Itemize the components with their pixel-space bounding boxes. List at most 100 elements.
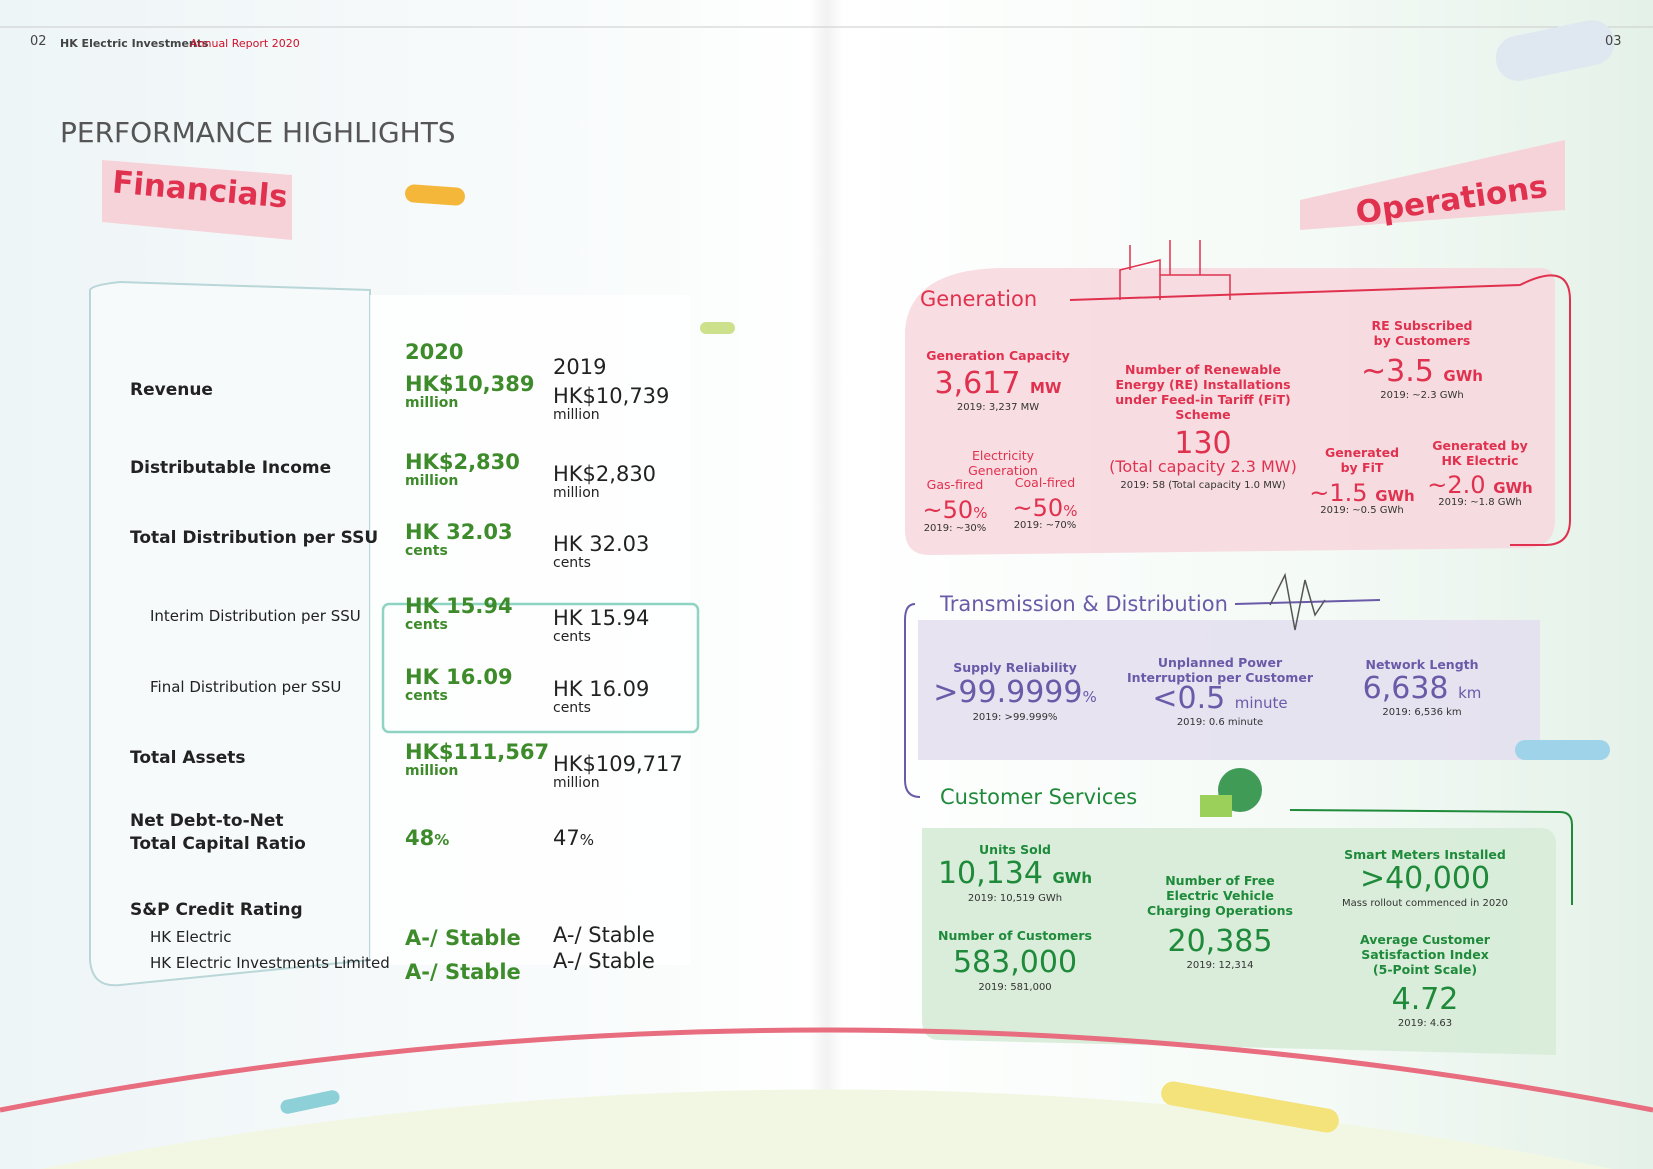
stat-note: 2019: ~30% [923, 523, 987, 534]
value-2020: A-/ Stable [405, 960, 521, 984]
value-2019: HK$109,717 million [553, 752, 683, 790]
stat-note: Mass rollout commenced in 2020 [1342, 898, 1508, 909]
floor [40, 1089, 1613, 1169]
value-2020: HK 32.03 cents [405, 520, 513, 558]
row-label: Final Distribution per SSU [150, 678, 342, 696]
stat-value: 6,638 [1362, 671, 1449, 706]
stat-note: 2019: 3,237 MW [956, 402, 1040, 413]
transmission-line [904, 599, 1381, 798]
stat-value: ~50 [1012, 494, 1064, 522]
value-2020: HK 16.09 cents [405, 665, 513, 703]
row-label: HK Electric Investments Limited [150, 954, 390, 972]
distribution-box [381, 602, 700, 734]
row-label: Total Distribution per SSU [130, 528, 379, 548]
value: HK 15.94 [553, 606, 650, 630]
stat-unit: % [1063, 502, 1078, 520]
value-2019: HK 15.94 cents [553, 606, 649, 644]
value: HK$2,830 [405, 450, 520, 474]
stat-note: 2019: >99.999% [972, 712, 1058, 723]
row-label: Distributable Income [130, 458, 332, 478]
stat-value: >40,000 [1359, 861, 1491, 896]
stat-unit: % [1082, 688, 1097, 706]
value: HK 15.94 [405, 594, 513, 618]
unit: cents [405, 688, 448, 704]
stat-note: 2019: 581,000 [978, 982, 1052, 993]
row-label: Revenue [130, 380, 213, 400]
stat-note: 2019: 6,536 km [1382, 707, 1462, 718]
value-2020: HK$111,567 million [405, 740, 549, 778]
deco-bar [1515, 740, 1610, 760]
stat-value: <0.5 [1152, 681, 1226, 716]
unit: million [405, 473, 459, 489]
generation-line [1069, 274, 1571, 546]
transmission-panel [918, 620, 1540, 760]
stat-unit: km [1458, 684, 1482, 702]
unit: million [553, 775, 600, 791]
value: 47 [553, 826, 580, 850]
stat-label: RE Subscribed by Customers [1371, 318, 1473, 348]
stat-label: Supply Reliability [953, 660, 1077, 675]
section-heading: Customer Services [940, 785, 1138, 809]
stat-label: Electricity Generation [968, 448, 1038, 478]
stat-note: 2019: ~1.8 GWh [1438, 497, 1522, 508]
stat-unit: GWh [1443, 367, 1483, 385]
row-label: S&P Credit Rating [130, 900, 303, 920]
report-name: Annual Report 2020 [190, 37, 300, 50]
page-title: PERFORMANCE HIGHLIGHTS [60, 116, 456, 149]
value-2019: HK 32.03 cents [553, 532, 649, 570]
unit: million [405, 763, 459, 779]
stat-note: 2019: 58 (Total capacity 1.0 MW) [1120, 480, 1286, 491]
value-2020: A-/ Stable [405, 926, 521, 950]
stat-label: Generated by FiT [1324, 445, 1400, 475]
company-name: HK Electric Investments [60, 37, 209, 50]
stat-unit: GWh [1375, 487, 1415, 505]
unit: million [405, 395, 459, 411]
factory-icon [1119, 240, 1231, 300]
deco-bar [700, 322, 735, 334]
stat-label: Unplanned Power Interruption per Custome… [1127, 655, 1313, 685]
stat-value: 3,617 [934, 366, 1021, 401]
value: HK 16.09 [553, 677, 650, 701]
value: HK$2,830 [553, 462, 657, 486]
stat-label: Number of Renewable Energy (RE) Installa… [1115, 362, 1291, 422]
generation-panel [905, 268, 1555, 555]
stat-label: Coal-fired [1014, 475, 1076, 490]
value-2020: HK 15.94 cents [405, 594, 513, 632]
stat-value: 10,134 [937, 856, 1043, 891]
page-number: 03 [1605, 34, 1622, 49]
value-2020: HK$2,830 million [405, 450, 520, 488]
value-2020: HK$10,389 million [405, 372, 535, 410]
unit: million [553, 407, 600, 423]
stat-unit: GWh [1493, 479, 1533, 497]
value: 48 [405, 826, 435, 850]
unit: cents [553, 555, 591, 571]
column-header: 2020 [405, 340, 464, 364]
customer-line [1289, 809, 1573, 905]
pulse-icon [1269, 572, 1326, 631]
deco-bar [1495, 20, 1615, 81]
value-2019: A-/ Stable [553, 923, 655, 947]
value-2019: HK$10,739 million [553, 384, 669, 422]
value: HK$109,717 [553, 752, 683, 776]
stat-note: 2019: 4.63 [1397, 1018, 1453, 1029]
value: HK 32.03 [405, 520, 513, 544]
stat-value: ~1.5 [1309, 479, 1368, 507]
stat-note: 2019: 10,519 GWh [967, 893, 1063, 904]
stat-note: 2019: ~0.5 GWh [1320, 505, 1404, 516]
stat-label: Smart Meters Installed [1344, 847, 1506, 862]
stat-label: Average Customer Satisfaction Index (5-P… [1360, 932, 1490, 977]
column-header: 2019 [553, 355, 607, 379]
deco-bar [280, 1090, 340, 1114]
deco-bar [405, 184, 465, 206]
stat-note: 2019: ~70% [1013, 520, 1077, 531]
stat-note: 2019: 12,314 [1186, 960, 1254, 971]
unit: million [553, 485, 600, 501]
unit: cents [553, 629, 591, 645]
stat-label: Network Length [1365, 657, 1479, 672]
stat-label: Units Sold [979, 842, 1051, 857]
row-label: Net Debt-to-Net Total Capital Ratio [130, 811, 306, 854]
value-2019: HK$2,830 million [553, 462, 656, 500]
unit: % [579, 831, 594, 849]
